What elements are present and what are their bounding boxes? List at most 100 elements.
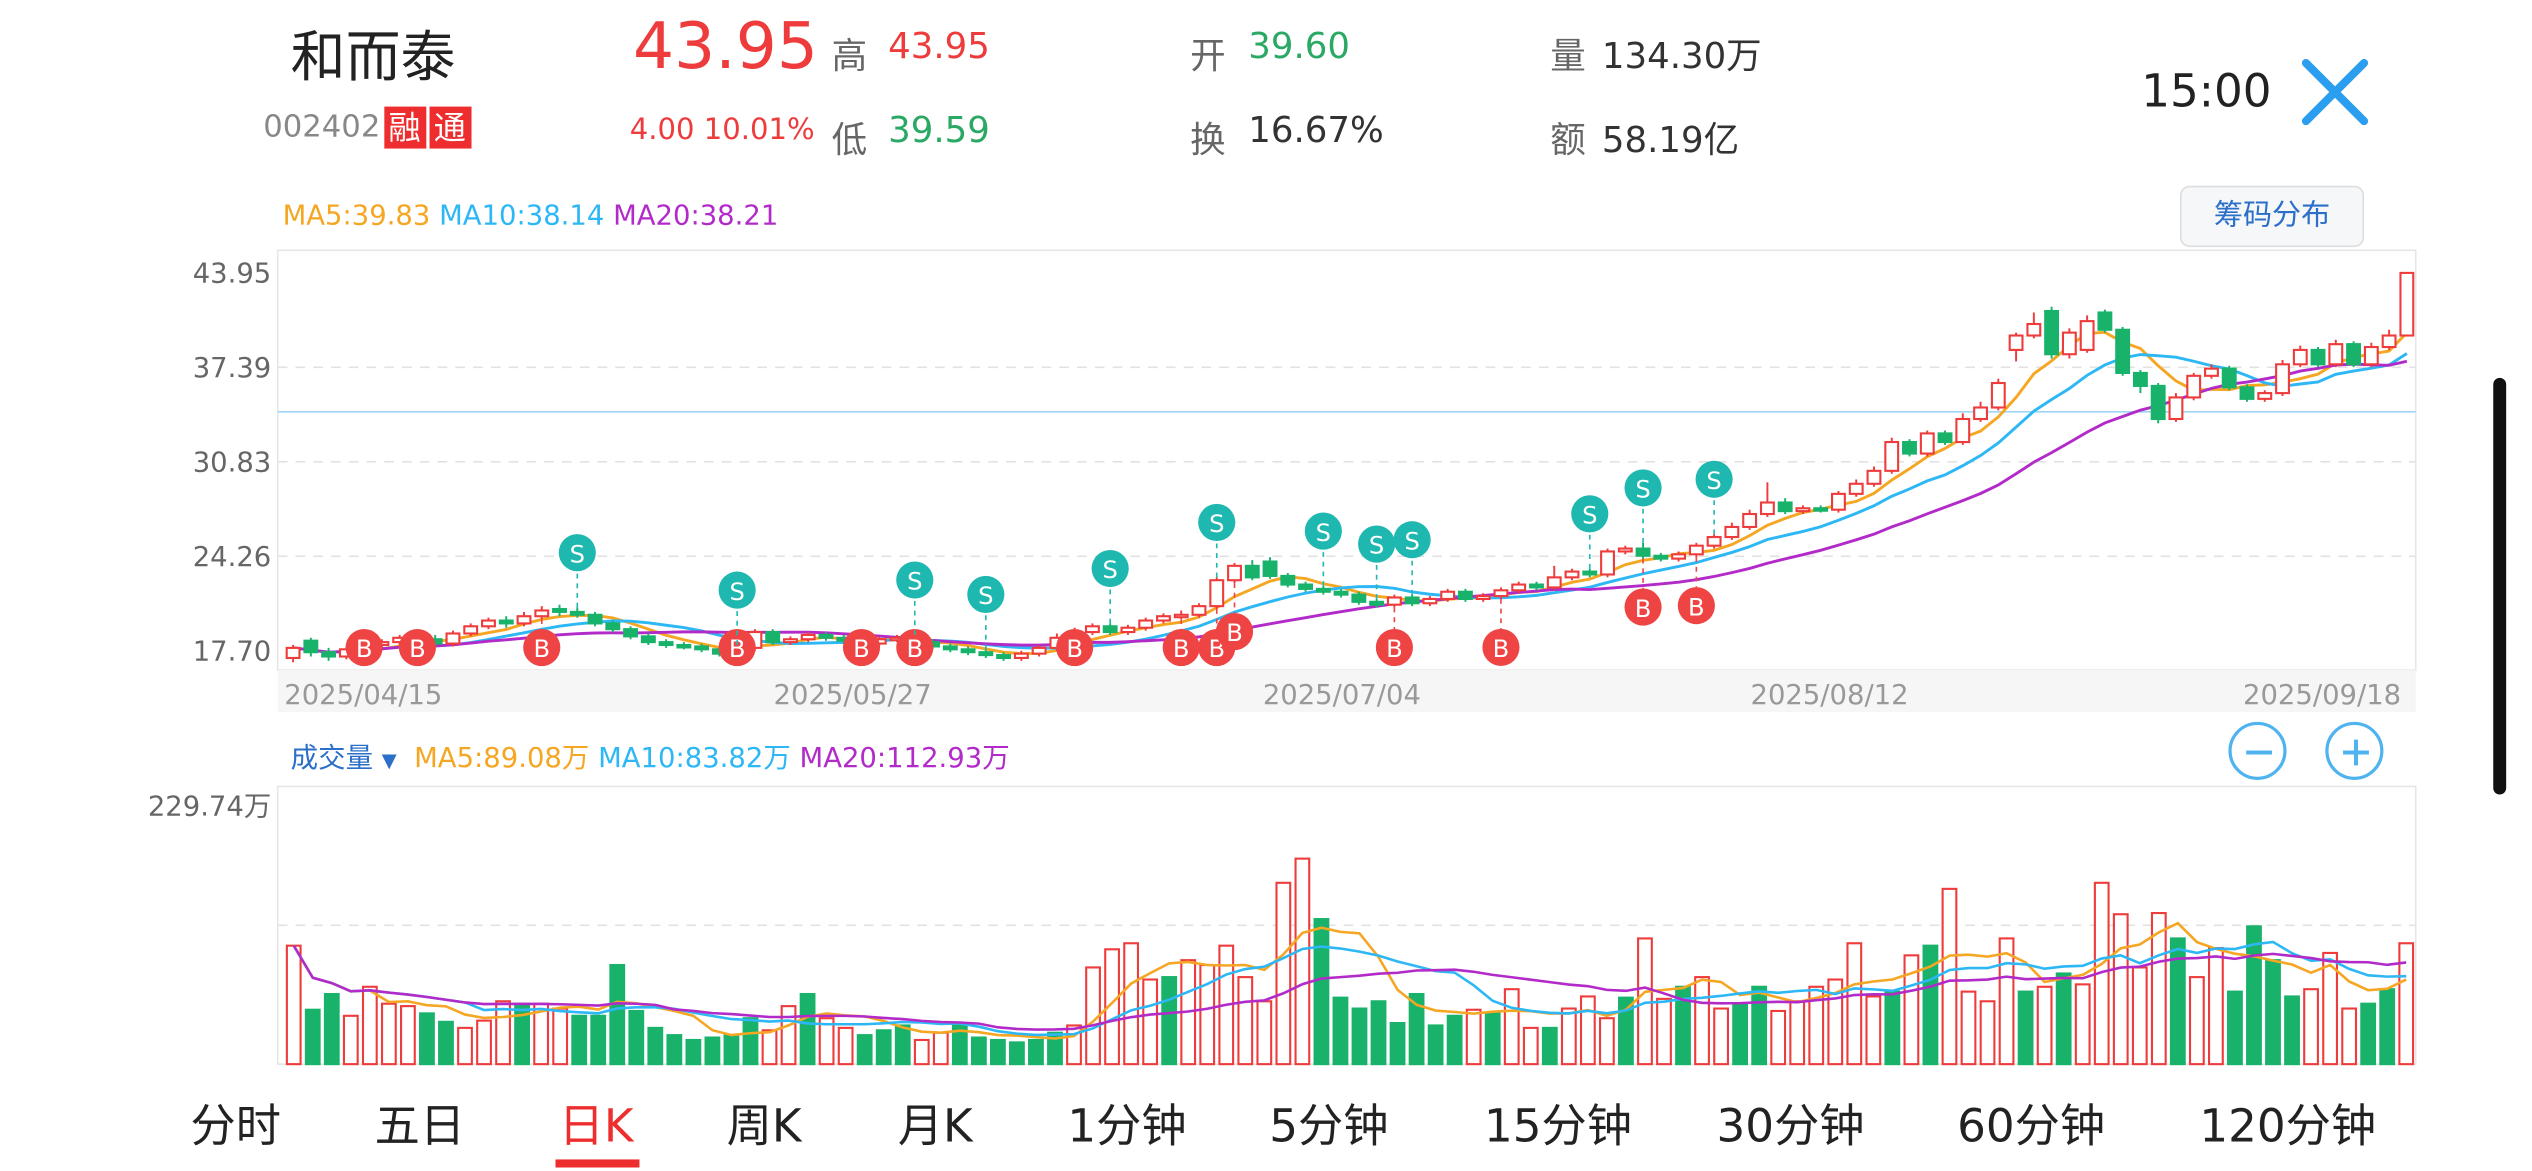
- candle-body[interactable]: [1457, 590, 1473, 600]
- candle-body[interactable]: [658, 641, 674, 647]
- candle-body[interactable]: [1795, 507, 1811, 513]
- volume-bar[interactable]: [1484, 1012, 1501, 1066]
- candle-body[interactable]: [516, 615, 532, 625]
- volume-bar[interactable]: [647, 1026, 664, 1066]
- tab-6[interactable]: 5分钟: [1269, 1099, 1389, 1153]
- volume-bar[interactable]: [1694, 976, 1710, 1066]
- volume-bar[interactable]: [400, 1005, 416, 1066]
- sell-signal-marker[interactable]: [1091, 549, 1129, 588]
- volume-bar[interactable]: [1656, 997, 1672, 1066]
- volume-bar[interactable]: [1465, 1008, 1482, 1066]
- candle-body[interactable]: [1440, 590, 1456, 600]
- volume-bar[interactable]: [1332, 996, 1349, 1066]
- volume-bar[interactable]: [2322, 951, 2338, 1066]
- candle-body[interactable]: [1564, 570, 1580, 579]
- volume-bar[interactable]: [1713, 1007, 1729, 1066]
- candle-body[interactable]: [1262, 560, 1278, 577]
- volume-bar[interactable]: [1237, 976, 1254, 1066]
- volume-bar[interactable]: [1618, 996, 1634, 1066]
- candle-body[interactable]: [534, 609, 550, 618]
- candle-body[interactable]: [2275, 363, 2290, 395]
- tab-2[interactable]: 日K: [558, 1099, 634, 1153]
- volume-chart[interactable]: 229.74万: [0, 778, 2532, 1077]
- volume-bar[interactable]: [609, 963, 626, 1066]
- volume-bar[interactable]: [2036, 985, 2053, 1066]
- candle-body[interactable]: [978, 651, 994, 657]
- candle-body[interactable]: [1369, 600, 1385, 606]
- sell-signal-marker[interactable]: [1571, 495, 1609, 533]
- candle-body[interactable]: [2061, 331, 2077, 356]
- volume-bar[interactable]: [1884, 990, 1901, 1066]
- volume-bar[interactable]: [1370, 1000, 1387, 1066]
- candle-body[interactable]: [783, 638, 798, 644]
- candle-body[interactable]: [1511, 583, 1527, 592]
- volume-bar[interactable]: [1579, 995, 1596, 1066]
- candle-body[interactable]: [2150, 384, 2166, 421]
- volume-bar[interactable]: [1598, 1017, 1615, 1066]
- buy-signal-marker[interactable]: [1375, 628, 1413, 667]
- volume-bar[interactable]: [1846, 942, 1863, 1066]
- volume-bar[interactable]: [1047, 1031, 1063, 1066]
- volume-bar[interactable]: [304, 1008, 321, 1066]
- volume-bar[interactable]: [780, 1005, 797, 1066]
- buy-signal-marker[interactable]: [1624, 588, 1662, 626]
- candle-body[interactable]: [1759, 501, 1775, 516]
- candle-body[interactable]: [285, 646, 301, 660]
- candle-body[interactable]: [1298, 583, 1314, 590]
- volume-bar[interactable]: [1161, 976, 1178, 1066]
- volume-bar[interactable]: [704, 1036, 721, 1066]
- volume-bar[interactable]: [1922, 944, 1939, 1066]
- candle-body[interactable]: [818, 633, 834, 639]
- volume-bar[interactable]: [2188, 976, 2205, 1066]
- volume-bar[interactable]: [2017, 990, 2034, 1066]
- volume-bar[interactable]: [2055, 972, 2072, 1066]
- candle-body[interactable]: [2044, 309, 2060, 356]
- volume-bar[interactable]: [1427, 1024, 1444, 1066]
- candle-body[interactable]: [1742, 512, 1758, 529]
- candle-body[interactable]: [1848, 482, 1864, 495]
- candle-body[interactable]: [2363, 345, 2379, 366]
- candle-body[interactable]: [1937, 432, 1953, 444]
- candle-body[interactable]: [303, 639, 319, 654]
- candle-body[interactable]: [2008, 334, 2024, 351]
- candle-body[interactable]: [2115, 328, 2131, 374]
- candle-body[interactable]: [960, 648, 976, 654]
- candle-body[interactable]: [1191, 605, 1207, 616]
- tab-7[interactable]: 15分钟: [1484, 1099, 1632, 1153]
- candle-body[interactable]: [765, 631, 781, 644]
- volume-bar[interactable]: [1142, 978, 1159, 1066]
- sell-signal-marker[interactable]: [1304, 512, 1342, 550]
- volume-bar[interactable]: [1351, 1007, 1368, 1066]
- candle-body[interactable]: [623, 628, 639, 638]
- volume-bar[interactable]: [1941, 887, 1958, 1066]
- buy-signal-marker[interactable]: [1162, 628, 1200, 667]
- volume-bar[interactable]: [2398, 942, 2415, 1066]
- volume-bar[interactable]: [1503, 988, 1520, 1066]
- volume-bar[interactable]: [894, 1024, 911, 1066]
- volume-bar[interactable]: [856, 1034, 873, 1066]
- candle-body[interactable]: [1688, 544, 1704, 556]
- volume-bar[interactable]: [932, 1031, 949, 1066]
- volume-bar[interactable]: [2360, 1002, 2377, 1066]
- volume-bar[interactable]: [799, 992, 816, 1066]
- candle-body[interactable]: [2079, 320, 2095, 351]
- candle-body[interactable]: [2186, 374, 2202, 399]
- candle-body[interactable]: [1884, 440, 1900, 472]
- sell-signal-marker[interactable]: [1358, 525, 1396, 563]
- volume-bar[interactable]: [552, 1007, 569, 1066]
- volume-bar[interactable]: [438, 1020, 454, 1066]
- candle-body[interactable]: [1138, 619, 1154, 629]
- candle-body[interactable]: [640, 635, 656, 644]
- candle-body[interactable]: [1013, 652, 1029, 660]
- volume-bar[interactable]: [2284, 995, 2300, 1066]
- volume-bar[interactable]: [742, 1017, 759, 1066]
- volume-bar[interactable]: [2379, 988, 2396, 1066]
- volume-bar[interactable]: [590, 1014, 607, 1066]
- volume-bar[interactable]: [1522, 1026, 1539, 1066]
- volume-bar[interactable]: [1275, 881, 1292, 1066]
- volume-bar[interactable]: [1789, 1000, 1806, 1066]
- candle-body[interactable]: [1600, 550, 1615, 576]
- candle-body[interactable]: [2257, 392, 2273, 400]
- candle-body[interactable]: [587, 613, 603, 625]
- tab-3[interactable]: 周K: [726, 1099, 802, 1153]
